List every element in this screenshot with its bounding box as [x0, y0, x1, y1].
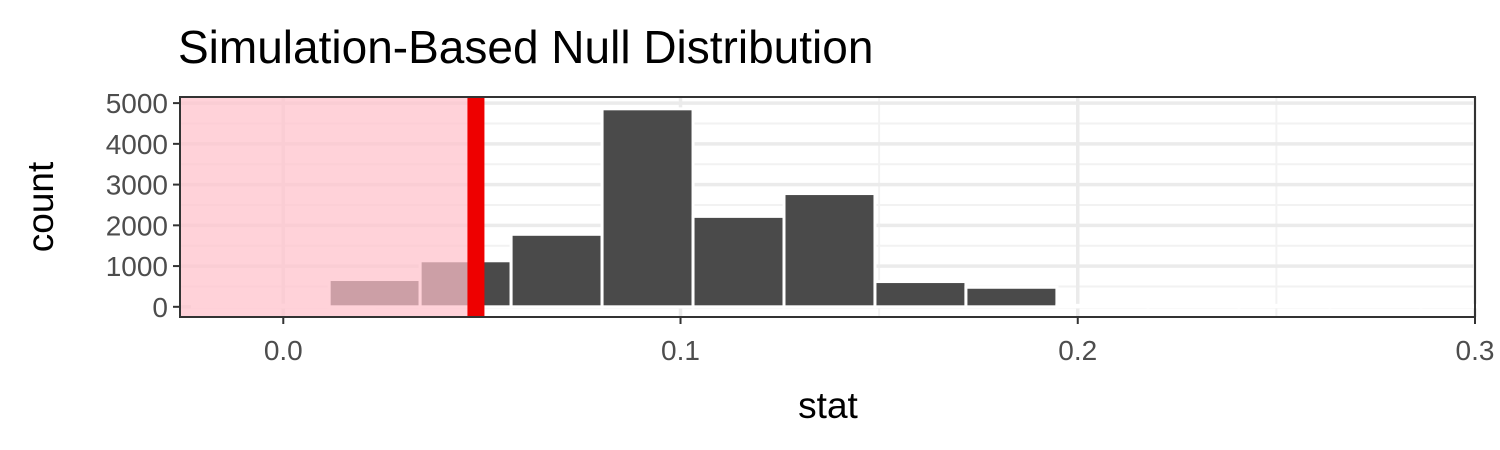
histogram-bar: [1328, 303, 1423, 309]
y-tick-label: 4000: [106, 129, 168, 160]
x-tick-label: 0.1: [661, 335, 700, 366]
y-tick-label: 1000: [106, 251, 168, 282]
x-tick-label: 0.3: [1456, 335, 1495, 366]
histogram-bar: [1419, 303, 1500, 309]
histogram-bar: [691, 214, 786, 309]
y-tick-label: 3000: [106, 170, 168, 201]
x-axis: 0.0 0.1 0.2 0.3: [264, 317, 1495, 366]
x-tick-label: 0.2: [1058, 335, 1097, 366]
histogram-bar: [1146, 303, 1241, 309]
y-tick-label: 2000: [106, 210, 168, 241]
x-axis-label: stat: [798, 385, 858, 426]
histogram-bar: [782, 192, 877, 309]
x-tick-label: 0.0: [264, 335, 303, 366]
shaded-pvalue-region: [180, 97, 476, 317]
histogram-bar: [600, 107, 695, 309]
y-axis: 0 1000 2000 3000 4000 5000: [106, 88, 180, 323]
plot-area: [179, 96, 1500, 318]
y-tick-label: 5000: [106, 88, 168, 119]
histogram-bar: [509, 232, 604, 309]
histogram-bar: [1237, 303, 1332, 309]
histogram-bar: [873, 280, 968, 309]
histogram-bar: [964, 285, 1059, 309]
histogram-bar: [1055, 303, 1150, 309]
y-axis-label: count: [20, 161, 61, 252]
y-tick-label: 0: [152, 292, 168, 323]
chart-title: Simulation-Based Null Distribution: [178, 21, 873, 73]
panel-border: [179, 96, 1476, 318]
